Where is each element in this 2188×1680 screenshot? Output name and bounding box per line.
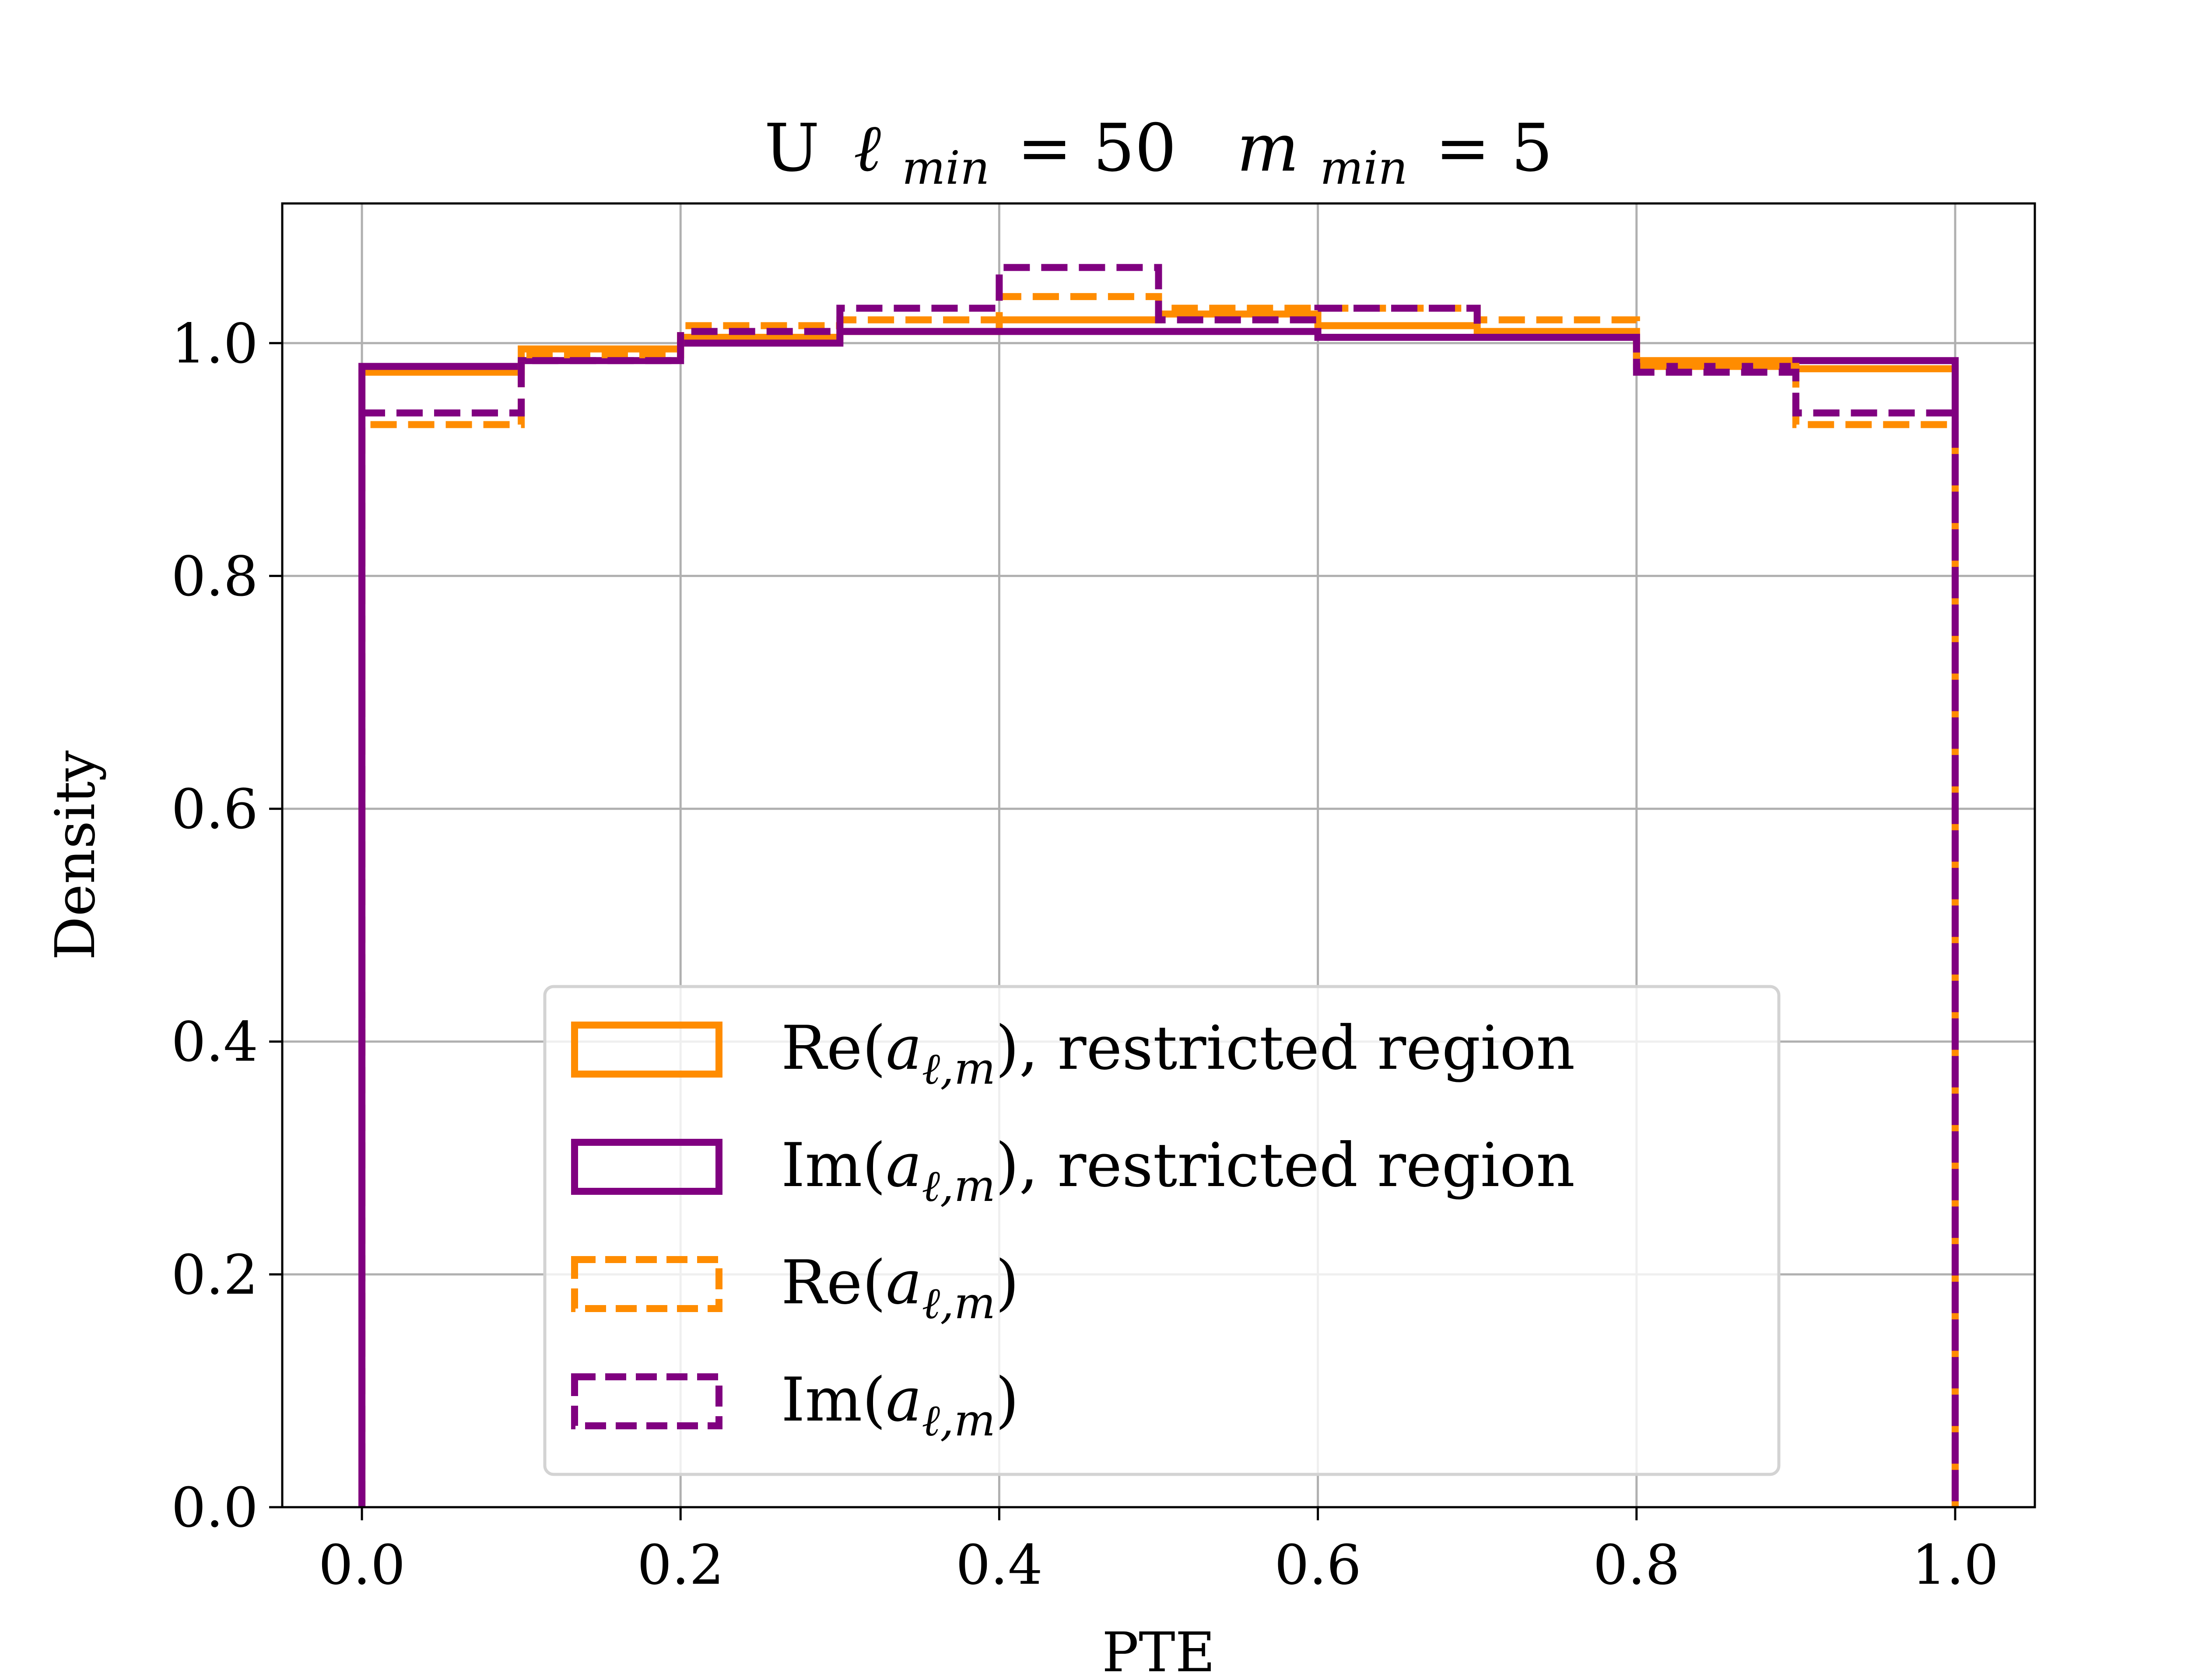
legend-box bbox=[543, 985, 1781, 1476]
legend-label-2: Re(aℓ,m) bbox=[781, 1247, 1019, 1329]
legend-label-sub-1: ℓ,m bbox=[922, 1160, 996, 1211]
x-tick-label-3: 0.6 bbox=[1274, 1533, 1361, 1597]
legend-label-sub-2: ℓ,m bbox=[922, 1278, 996, 1329]
axes-frame bbox=[281, 202, 2036, 1508]
legend-label-sub-0: ℓ,m bbox=[922, 1043, 996, 1094]
title-m-symbol: m bbox=[1237, 110, 1299, 186]
legend-entry-0: Re(aℓ,m), restricted region bbox=[571, 1013, 1575, 1094]
legend-label-3: Im(aℓ,m) bbox=[781, 1365, 1019, 1446]
x-axis-label: PTE bbox=[1102, 1621, 1215, 1680]
legend-label-0: Re(aℓ,m), restricted region bbox=[781, 1013, 1575, 1094]
y-tick-label-3: 0.6 bbox=[171, 778, 258, 841]
legend-label-prefix-1: Im( bbox=[781, 1130, 886, 1200]
y-tick-label-1: 0.2 bbox=[171, 1243, 258, 1307]
series-2 bbox=[358, 293, 1959, 1507]
legend-label-suffix-1: ), restricted region bbox=[996, 1130, 1575, 1200]
legend-label-sub-3: ℓ,m bbox=[922, 1395, 996, 1446]
legend-label-prefix-2: Re( bbox=[781, 1247, 886, 1318]
x-tick-label-1: 0.2 bbox=[637, 1533, 724, 1597]
y-tick-label-2: 0.4 bbox=[171, 1011, 258, 1074]
title-ell-symbol: ℓ bbox=[854, 110, 881, 186]
legend-label-symbol-1: a bbox=[886, 1130, 922, 1200]
legend-label-prefix-0: Re( bbox=[781, 1013, 886, 1083]
legend-swatch-1 bbox=[571, 1139, 722, 1195]
legend-label-prefix-3: Im( bbox=[781, 1365, 886, 1435]
title-m-value: = 5 bbox=[1435, 110, 1553, 186]
title-ell-value: = 50 bbox=[1017, 110, 1176, 186]
legend-label-suffix-0: ), restricted region bbox=[996, 1013, 1575, 1083]
x-tick-label-2: 0.4 bbox=[956, 1533, 1043, 1597]
legend-label-symbol-0: a bbox=[886, 1013, 922, 1083]
title-prefix: U bbox=[764, 110, 820, 186]
y-axis-label: Density bbox=[44, 750, 107, 960]
histogram-series bbox=[358, 264, 1959, 1507]
series-2-outline bbox=[358, 293, 1959, 1507]
legend-swatch-2 bbox=[571, 1256, 722, 1312]
x-tick-label-0: 0.0 bbox=[319, 1533, 406, 1597]
series-3-outline bbox=[358, 264, 1959, 1507]
legend-swatch-0 bbox=[571, 1022, 722, 1078]
legend-entry-1: Im(aℓ,m), restricted region bbox=[571, 1130, 1575, 1211]
legend-entry-2: Re(aℓ,m) bbox=[571, 1247, 1019, 1329]
x-tick-label-4: 0.8 bbox=[1593, 1533, 1680, 1597]
axis-ticks: 0.0 0.2 0.4 0.6 0.8 1.0 0.0 0.2 0.4 0.6 0.8 1.0 bbox=[171, 312, 1999, 1597]
y-tick-label-5: 1.0 bbox=[171, 312, 258, 375]
legend-label-suffix-3: ) bbox=[996, 1365, 1019, 1435]
x-tick-label-5: 1.0 bbox=[1912, 1533, 1999, 1597]
title-ell-sub: min bbox=[902, 141, 990, 195]
legend-entry-3: Im(aℓ,m) bbox=[571, 1365, 1019, 1446]
legend-swatch-3 bbox=[571, 1373, 722, 1429]
legend-label-suffix-2: ) bbox=[996, 1247, 1019, 1318]
legend-label-symbol-3: a bbox=[886, 1365, 922, 1435]
legend-label-1: Im(aℓ,m), restricted region bbox=[781, 1130, 1575, 1211]
series-3 bbox=[358, 264, 1959, 1507]
y-tick-label-0: 0.0 bbox=[171, 1476, 258, 1540]
legend-label-symbol-2: a bbox=[886, 1247, 922, 1318]
y-tick-label-4: 0.8 bbox=[171, 545, 258, 608]
title-m-sub: min bbox=[1320, 141, 1408, 195]
chart-title: U ℓ min = 50 m min = 5 bbox=[764, 110, 1553, 200]
